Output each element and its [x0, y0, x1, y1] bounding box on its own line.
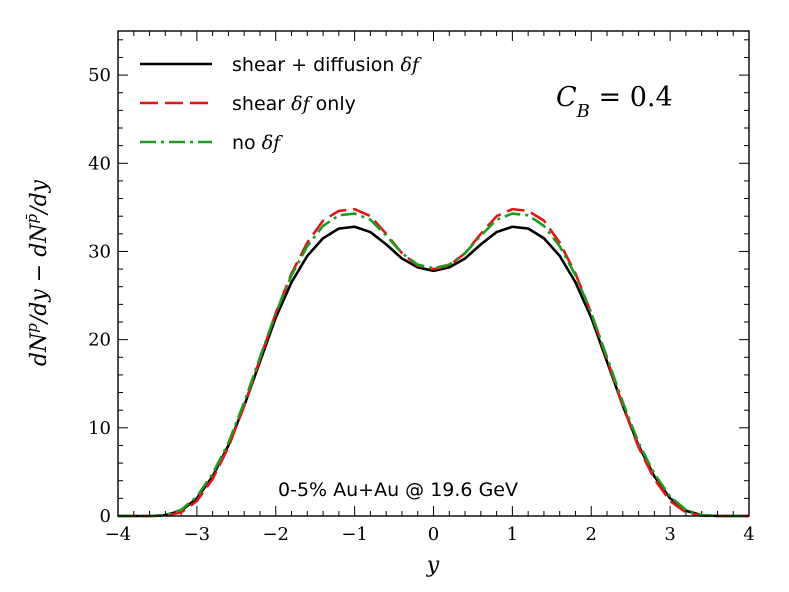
- series-layer: [118, 207, 749, 518]
- x-tick-label: −4: [105, 524, 132, 545]
- legend-label-shear-diffusion: shear + diffusion δf: [232, 54, 422, 76]
- x-tick-label: −3: [184, 524, 211, 545]
- collision-annotation: 0-5% Au+Au @ 19.6 GeV: [278, 479, 518, 501]
- legend-label-shear-only: shear δf only: [232, 93, 356, 115]
- x-tick-label: 4: [743, 524, 754, 545]
- series-line-no-delta-f: [118, 212, 749, 518]
- series-line-shear-only: [118, 207, 749, 518]
- ticks-layer: [117, 31, 750, 517]
- plot-frame: [117, 30, 750, 517]
- x-axis-title: y: [426, 553, 440, 578]
- y-tick-label: 50: [88, 65, 111, 86]
- x-tick-label: 3: [664, 524, 675, 545]
- x-tick-label: 1: [507, 524, 518, 545]
- y-tick-label: 40: [88, 153, 111, 174]
- y-tick-label: 10: [88, 418, 111, 439]
- y-tick-label: 20: [88, 330, 111, 351]
- x-tick-label: −2: [262, 524, 289, 545]
- legend-label-no-delta-f: no δf: [232, 132, 283, 154]
- y-tick-label: 30: [88, 241, 111, 262]
- x-tick-label: 0: [428, 524, 439, 545]
- x-tick-label: −1: [341, 524, 368, 545]
- x-tick-label: 2: [586, 524, 597, 545]
- legend: shear + diffusion δf shear δf only no δf: [140, 54, 422, 154]
- y-tick-label: 0: [100, 506, 111, 527]
- y-axis-title: dNp/dy − dNp̄/dy: [23, 179, 52, 366]
- coefficient-annotation: CB = 0.4: [556, 82, 673, 122]
